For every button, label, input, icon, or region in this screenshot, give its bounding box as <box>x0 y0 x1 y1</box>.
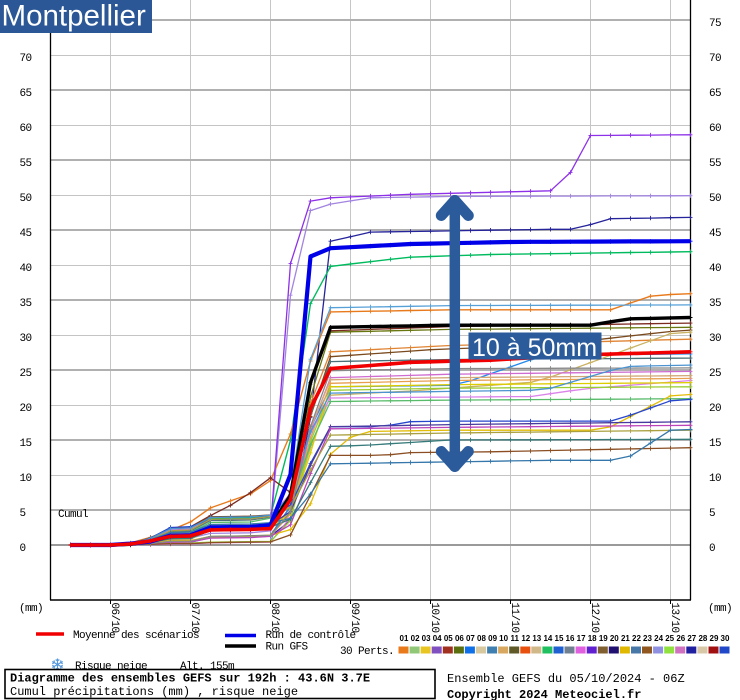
svg-text:07: 07 <box>466 634 475 643</box>
svg-text:(mm): (mm) <box>708 603 732 615</box>
svg-text:Diagramme des ensembles GEFS s: Diagramme des ensembles GEFS sur 192h : … <box>10 672 370 686</box>
svg-text:16: 16 <box>566 634 575 643</box>
svg-text:15: 15 <box>709 438 721 450</box>
svg-text:11/10: 11/10 <box>508 603 520 633</box>
svg-text:40: 40 <box>20 263 32 275</box>
svg-text:50: 50 <box>20 193 32 205</box>
svg-text:06/10: 06/10 <box>108 603 120 633</box>
svg-text:55: 55 <box>20 158 32 170</box>
svg-text:11: 11 <box>510 634 519 643</box>
svg-text:35: 35 <box>20 298 32 310</box>
svg-text:13/10: 13/10 <box>668 603 680 633</box>
svg-text:19: 19 <box>599 634 608 643</box>
svg-text:17: 17 <box>577 634 586 643</box>
svg-text:45: 45 <box>20 228 32 240</box>
svg-text:0: 0 <box>20 543 26 555</box>
svg-text:08: 08 <box>477 634 486 643</box>
svg-text:45: 45 <box>709 228 721 240</box>
svg-text:25: 25 <box>665 634 674 643</box>
svg-text:Run GFS: Run GFS <box>266 642 309 654</box>
svg-text:Cumul: Cumul <box>58 509 88 521</box>
svg-text:12: 12 <box>521 634 530 643</box>
svg-text:70: 70 <box>709 53 721 65</box>
svg-text:20: 20 <box>610 634 619 643</box>
svg-text:Moyenne des scénarios: Moyenne des scénarios <box>73 630 199 642</box>
svg-text:30: 30 <box>20 333 32 345</box>
svg-text:28: 28 <box>698 634 707 643</box>
svg-text:20: 20 <box>20 403 32 415</box>
svg-text:50: 50 <box>709 193 721 205</box>
svg-text:06: 06 <box>455 634 464 643</box>
svg-text:03: 03 <box>422 634 431 643</box>
svg-text:05: 05 <box>444 634 453 643</box>
svg-text:5: 5 <box>20 508 26 520</box>
svg-text:70: 70 <box>20 53 32 65</box>
svg-text:75: 75 <box>709 18 721 30</box>
svg-text:15: 15 <box>20 438 32 450</box>
svg-text:26: 26 <box>676 634 685 643</box>
svg-text:65: 65 <box>709 88 721 100</box>
svg-text:18: 18 <box>588 634 597 643</box>
svg-text:09/10: 09/10 <box>348 603 360 633</box>
svg-text:10: 10 <box>709 473 721 485</box>
svg-text:30: 30 <box>721 634 730 643</box>
svg-text:22: 22 <box>632 634 641 643</box>
svg-text:(mm): (mm) <box>19 603 43 615</box>
svg-text:08/10: 08/10 <box>268 603 280 633</box>
svg-text:07/10: 07/10 <box>188 603 200 633</box>
svg-text:01: 01 <box>400 634 409 643</box>
svg-text:24: 24 <box>654 634 663 643</box>
svg-text:09: 09 <box>488 634 497 643</box>
svg-text:5: 5 <box>709 508 715 520</box>
svg-text:29: 29 <box>710 634 719 643</box>
svg-text:25: 25 <box>709 368 721 380</box>
svg-text:23: 23 <box>643 634 652 643</box>
svg-text:10/10: 10/10 <box>428 603 440 633</box>
svg-text:27: 27 <box>687 634 696 643</box>
svg-text:10: 10 <box>20 473 32 485</box>
svg-text:30: 30 <box>709 333 721 345</box>
svg-text:21: 21 <box>621 634 630 643</box>
svg-text:02: 02 <box>411 634 420 643</box>
svg-text:14: 14 <box>543 634 552 643</box>
svg-text:20: 20 <box>709 403 721 415</box>
svg-text:12/10: 12/10 <box>588 603 600 633</box>
svg-text:10 à 50mm: 10 à 50mm <box>472 334 597 362</box>
svg-text:25: 25 <box>20 368 32 380</box>
svg-text:13: 13 <box>532 634 541 643</box>
svg-text:Cumul précipitations (mm) , ri: Cumul précipitations (mm) , risque neige <box>10 685 298 699</box>
svg-text:65: 65 <box>20 88 32 100</box>
svg-text:15: 15 <box>555 634 564 643</box>
svg-text:30 Perts.: 30 Perts. <box>340 646 394 658</box>
svg-text:0: 0 <box>709 543 715 555</box>
svg-text:Run de contrôle: Run de contrôle <box>266 630 356 642</box>
svg-text:35: 35 <box>709 298 721 310</box>
svg-text:04: 04 <box>433 634 442 643</box>
svg-text:Ensemble GEFS du 05/10/2024 -: Ensemble GEFS du 05/10/2024 - 06Z <box>447 672 685 686</box>
svg-text:60: 60 <box>709 123 721 135</box>
svg-text:10: 10 <box>499 634 508 643</box>
svg-text:60: 60 <box>20 123 32 135</box>
svg-text:Copyright 2024 Meteociel.fr: Copyright 2024 Meteociel.fr <box>447 688 641 700</box>
svg-text:Montpellier: Montpellier <box>2 0 146 32</box>
svg-text:40: 40 <box>709 263 721 275</box>
svg-text:55: 55 <box>709 158 721 170</box>
